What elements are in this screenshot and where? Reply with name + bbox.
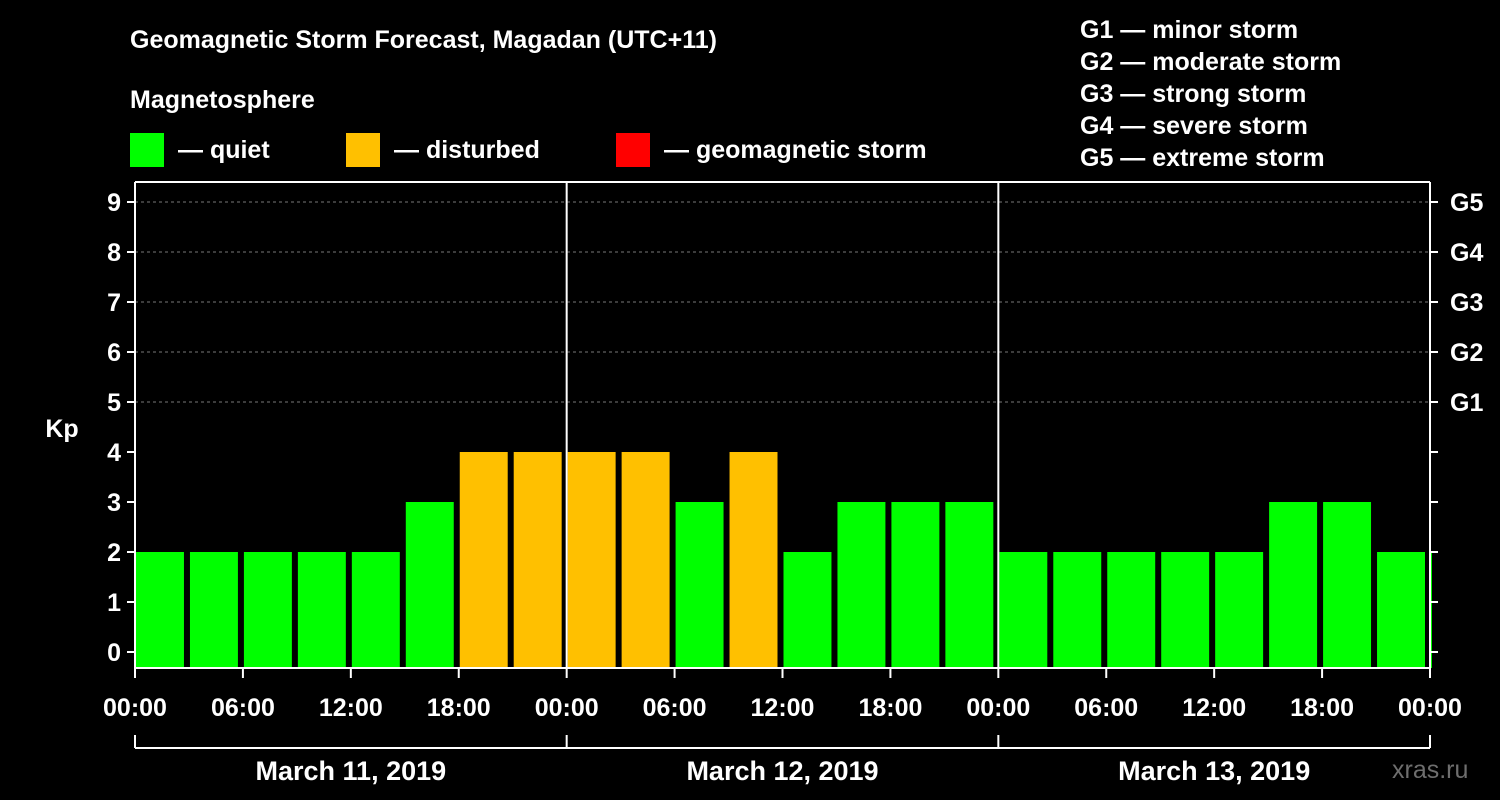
legend-item-disturbed: — disturbed (346, 133, 540, 167)
legend-swatch-storm (616, 133, 650, 167)
kp-bar (729, 452, 778, 668)
x-tick-label: 18:00 (1290, 694, 1354, 722)
y-tick-label: 1 (107, 589, 121, 617)
day-label: March 13, 2019 (1118, 756, 1310, 786)
storm-level-list: G1 — minor storm G2 — moderate storm G3 … (1080, 14, 1341, 174)
y-tick-label: 2 (107, 539, 121, 567)
x-tick-label: 00:00 (966, 694, 1030, 722)
x-tick-label: 00:00 (103, 694, 167, 722)
kp-bar (783, 552, 832, 668)
kp-bar (1107, 552, 1156, 668)
kp-bar (891, 502, 940, 668)
day-label: March 12, 2019 (686, 756, 878, 786)
x-tick-label: 00:00 (535, 694, 599, 722)
y-tick-label: 5 (107, 389, 121, 417)
x-tick-label: 18:00 (427, 694, 491, 722)
y-tick-label: 3 (107, 489, 121, 517)
kp-bar (567, 452, 616, 668)
kp-bar (513, 452, 562, 668)
kp-bar (837, 502, 886, 668)
kp-bar (1269, 502, 1318, 668)
kp-bar (945, 502, 994, 668)
kp-bar (459, 452, 508, 668)
kp-bar (1377, 552, 1425, 668)
legend-item-quiet: — quiet (130, 133, 270, 167)
axes (127, 181, 1438, 749)
legend-item-storm: — geomagnetic storm (616, 133, 927, 167)
g-level-label: G2 (1450, 339, 1483, 367)
y-tick-label: 8 (107, 239, 121, 267)
y-tick-label: 7 (107, 289, 121, 317)
kp-bar (621, 452, 670, 668)
storm-level-g3: G3 — strong storm (1080, 80, 1307, 108)
g-level-label: G4 (1450, 239, 1483, 267)
kp-bar (999, 552, 1048, 668)
legend-label-disturbed: — disturbed (394, 135, 540, 164)
legend-swatch-disturbed (346, 133, 380, 167)
y-tick-label: 4 (107, 439, 121, 467)
bars (136, 452, 1432, 668)
x-tick-label: 06:00 (211, 694, 275, 722)
y-axis-title: Kp (45, 415, 78, 443)
legend-label-quiet: — quiet (178, 135, 270, 164)
kp-bar (1053, 552, 1102, 668)
day-label: March 11, 2019 (256, 756, 447, 786)
x-tick-label: 12:00 (1182, 694, 1246, 722)
storm-level-g2: G2 — moderate storm (1080, 48, 1342, 76)
gridlines (135, 201, 1430, 403)
watermark: xras.ru (1392, 756, 1469, 784)
legend-swatch-quiet (130, 133, 164, 167)
x-tick-label: 06:00 (643, 694, 707, 722)
g-level-label: G5 (1450, 189, 1483, 217)
kp-bar (1161, 552, 1210, 668)
storm-level-g4: G4 — severe storm (1080, 112, 1308, 140)
kp-bar (136, 552, 184, 668)
x-tick-label: 00:00 (1398, 694, 1462, 722)
g-level-label: G1 (1450, 389, 1483, 417)
labels: 0 1 2 3 4 5 6 7 8 9 G1 G2 G3 G4 G5 Kp 00:00 06:00 12:00 18:… (45, 189, 1483, 786)
x-tick-label: 12:00 (751, 694, 815, 722)
chart-title: Geomagnetic Storm Forecast, Magadan (UTC… (130, 26, 717, 54)
kp-bar (297, 552, 346, 668)
y-tick-label: 9 (107, 189, 121, 217)
y-tick-label: 0 (107, 639, 121, 667)
g-level-label: G3 (1450, 289, 1483, 317)
storm-level-g1: G1 — minor storm (1080, 16, 1299, 44)
x-tick-label: 06:00 (1074, 694, 1138, 722)
x-tick-label: 18:00 (858, 694, 922, 722)
kp-bar (1431, 552, 1432, 668)
kp-bar (675, 502, 724, 668)
legend-heading: Magnetosphere (130, 86, 315, 114)
kp-bar (1215, 552, 1264, 668)
x-tick-label: 12:00 (319, 694, 383, 722)
kp-bar (189, 552, 238, 668)
kp-bar (243, 552, 292, 668)
kp-bar (1323, 502, 1372, 668)
y-tick-label: 6 (107, 339, 121, 367)
storm-level-g5: G5 — extreme storm (1080, 144, 1325, 172)
kp-bar (351, 552, 400, 668)
legend-label-storm: — geomagnetic storm (664, 135, 927, 164)
kp-bar (405, 502, 454, 668)
